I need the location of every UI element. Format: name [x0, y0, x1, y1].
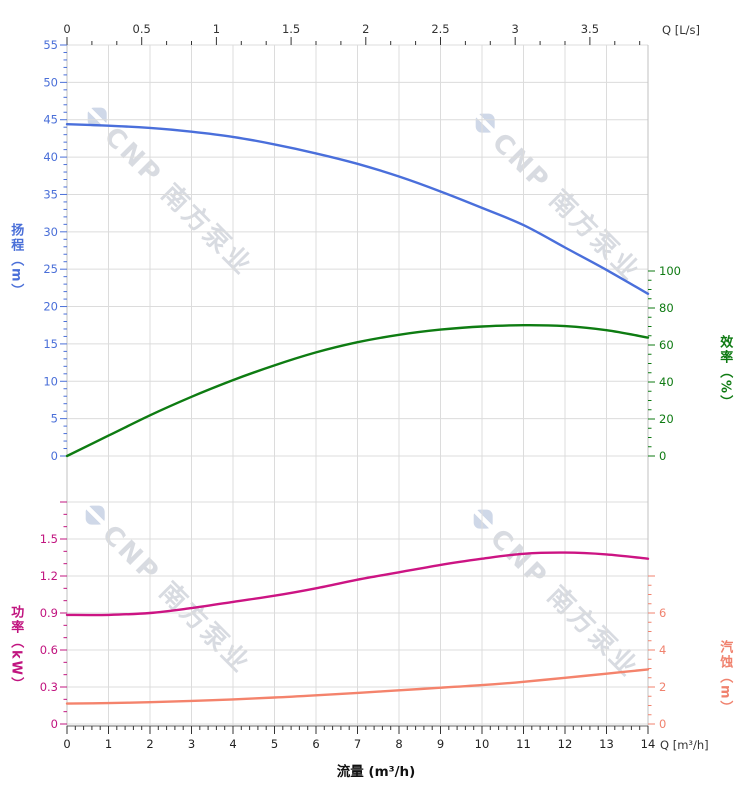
power-axis-title: 功率（kW）: [8, 605, 24, 692]
efficiency-axis-title: 效率（%）: [717, 335, 733, 411]
svg-text:2: 2: [659, 680, 666, 694]
svg-text:5: 5: [51, 412, 58, 426]
head-axis-title: 扬程（m）: [8, 223, 24, 299]
svg-text:3.5: 3.5: [581, 22, 599, 36]
npsh-axis-title: 汽蚀（m）: [717, 640, 733, 716]
svg-text:12: 12: [558, 737, 573, 751]
svg-text:45: 45: [43, 113, 58, 127]
npsh-curve: [65, 668, 650, 705]
svg-text:7: 7: [354, 737, 361, 751]
svg-text:4: 4: [229, 737, 236, 751]
svg-text:0: 0: [51, 717, 58, 731]
svg-text:2: 2: [362, 22, 369, 36]
svg-text:0.5: 0.5: [133, 22, 151, 36]
svg-text:3: 3: [512, 22, 519, 36]
svg-text:4: 4: [659, 643, 666, 657]
svg-text:8: 8: [395, 737, 402, 751]
svg-text:10: 10: [475, 737, 490, 751]
svg-text:20: 20: [659, 412, 674, 426]
svg-text:9: 9: [437, 737, 444, 751]
svg-text:13: 13: [599, 737, 614, 751]
svg-text:6: 6: [659, 606, 666, 620]
svg-text:1: 1: [213, 22, 220, 36]
svg-text:1.5: 1.5: [282, 22, 300, 36]
svg-text:2.5: 2.5: [431, 22, 449, 36]
svg-text:35: 35: [43, 187, 58, 201]
svg-text:0: 0: [51, 449, 58, 463]
svg-text:14: 14: [641, 737, 656, 751]
svg-text:0: 0: [63, 22, 70, 36]
flow-axis-title: 流量 (m³/h): [336, 764, 416, 780]
top-axis-unit-label: Q [L/s]: [662, 23, 700, 37]
svg-text:40: 40: [43, 150, 58, 164]
bottom-axis-unit-label: Q [m³/h]: [660, 738, 709, 752]
svg-text:25: 25: [43, 262, 58, 276]
svg-text:0.9: 0.9: [40, 606, 58, 620]
efficiency-curve: [65, 323, 650, 458]
svg-text:60: 60: [659, 338, 674, 352]
svg-text:80: 80: [659, 301, 674, 315]
svg-text:2: 2: [146, 737, 153, 751]
svg-text:10: 10: [43, 374, 58, 388]
svg-text:50: 50: [43, 75, 58, 89]
svg-text:20: 20: [43, 300, 58, 314]
svg-text:100: 100: [659, 264, 681, 278]
svg-text:11: 11: [516, 737, 531, 751]
svg-text:3: 3: [188, 737, 195, 751]
head-curve: [65, 123, 650, 295]
svg-text:1.5: 1.5: [40, 532, 58, 546]
svg-text:30: 30: [43, 225, 58, 239]
svg-text:55: 55: [43, 38, 58, 52]
svg-text:6: 6: [312, 737, 319, 751]
svg-text:0: 0: [63, 737, 70, 751]
svg-text:1: 1: [105, 737, 112, 751]
svg-text:15: 15: [43, 337, 58, 351]
svg-text:0.3: 0.3: [40, 680, 58, 694]
svg-text:5: 5: [271, 737, 278, 751]
svg-text:0: 0: [659, 449, 666, 463]
svg-text:1.2: 1.2: [40, 569, 58, 583]
svg-text:0.6: 0.6: [40, 643, 58, 657]
power-curve: [65, 551, 650, 617]
svg-text:40: 40: [659, 375, 674, 389]
svg-text:0: 0: [659, 717, 666, 731]
